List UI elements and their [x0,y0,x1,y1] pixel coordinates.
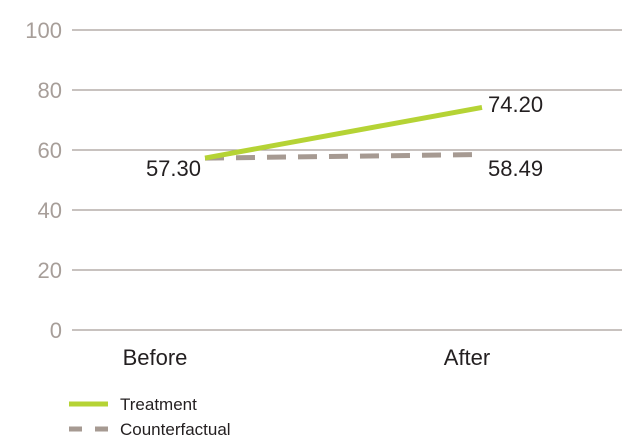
x-tick-label: Before [123,345,188,370]
y-tick-label: 100 [25,18,62,43]
data-label-treatment-after: 74.20 [488,92,543,117]
legend: Treatment Counterfactual [69,395,231,439]
y-tick-label: 80 [38,78,62,103]
y-tick-label: 60 [38,138,62,163]
data-labels: 57.30 74.20 58.49 [146,92,543,181]
x-tick-label: After [444,345,490,370]
data-label-treatment-before: 57.30 [146,156,201,181]
series-line-treatment [204,104,483,161]
legend-label-counterfactual: Counterfactual [120,420,231,439]
y-tick-label: 20 [38,258,62,283]
series-lines [204,104,483,161]
x-axis-ticks: Before After [123,345,491,370]
y-tick-label: 40 [38,198,62,223]
y-axis-ticks: 0 20 40 60 80 100 [25,18,62,343]
y-tick-label: 0 [50,318,62,343]
legend-label-treatment: Treatment [120,395,197,414]
data-label-counterfactual-after: 58.49 [488,156,543,181]
series-line-counterfactual [204,152,483,161]
gridlines [72,29,622,331]
